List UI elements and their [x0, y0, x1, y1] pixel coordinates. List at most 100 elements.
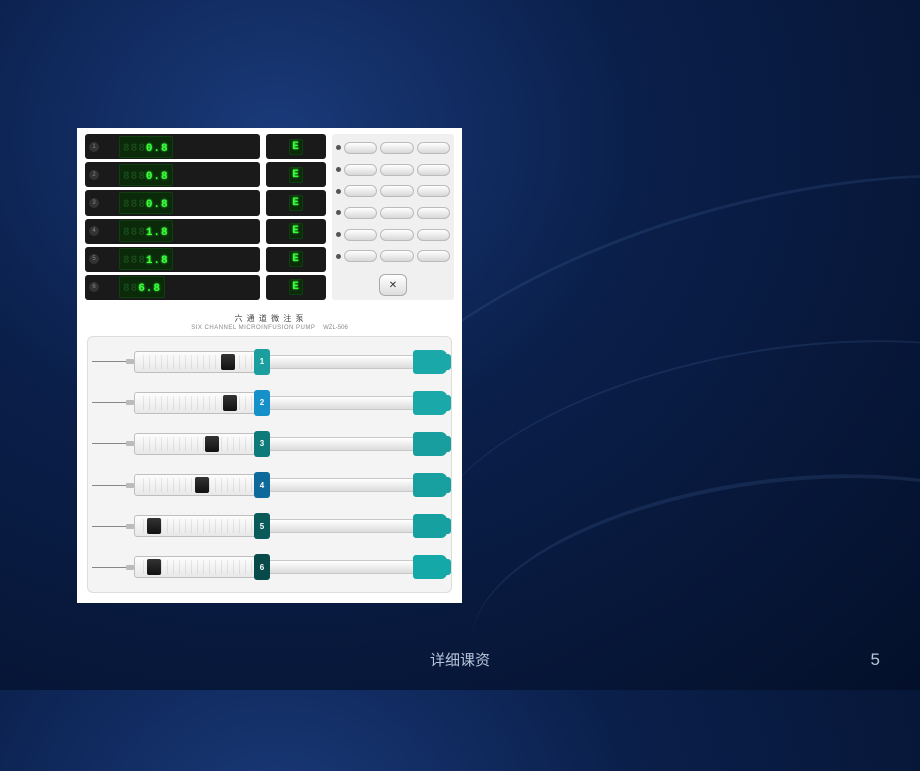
plunger-head [223, 395, 237, 411]
channel-tag: 1 [254, 349, 270, 375]
plunger-shaft [270, 437, 413, 451]
channel-button[interactable] [417, 164, 450, 176]
channel-button[interactable] [344, 229, 377, 241]
plunger-shaft [270, 355, 413, 369]
aux-lcd: E [289, 223, 303, 239]
channel-tag: 3 [254, 431, 270, 457]
control-panel: 1 8880.8 2 8880.8 38880.8 48881.8 5 8881.8 6 886.… [77, 128, 462, 306]
channel-tag: 5 [254, 513, 270, 539]
syringe-clamp[interactable] [413, 555, 447, 579]
aux-lcd: E [289, 195, 303, 211]
button-row [336, 160, 450, 180]
channel-button[interactable] [380, 207, 413, 219]
stop-button[interactable]: ✕ [379, 274, 407, 296]
channel-display: 5 8881.8 [85, 247, 260, 272]
syringe-bay: 六 通 道 微 注 泵 SIX CHANNEL MICROINFUSION PU… [77, 306, 462, 603]
aux-display-column: EEEEEE [266, 134, 326, 300]
syringe-needle [92, 485, 134, 486]
aux-lcd: E [289, 279, 303, 295]
aux-lcd: E [289, 167, 303, 183]
channel-button[interactable] [344, 185, 377, 197]
syringe-needle [92, 361, 134, 362]
channel-button[interactable] [344, 164, 377, 176]
syringe-clamp[interactable] [413, 514, 447, 538]
channel-tag: 6 [254, 554, 270, 580]
syringe-barrel [134, 392, 256, 414]
syringe-row: 1 [92, 343, 447, 380]
syringe-row: 3 [92, 425, 447, 462]
channel-display: 48881.8 [85, 219, 260, 244]
stop-icon: ✕ [389, 280, 397, 291]
channel-button[interactable] [380, 250, 413, 262]
aux-display: E [266, 162, 326, 187]
button-row [336, 138, 450, 158]
channel-button[interactable] [380, 142, 413, 154]
syringe-barrel [134, 351, 256, 373]
lcd-readout: 8881.8 [119, 248, 173, 270]
channel-button[interactable] [344, 142, 377, 154]
slide-footer: 详细课资 [430, 649, 490, 670]
aux-display: E [266, 134, 326, 159]
plunger-shaft [270, 396, 413, 410]
channel-number: 5 [89, 254, 99, 264]
syringe-needle [92, 567, 134, 568]
aux-lcd: E [289, 251, 303, 267]
aux-lcd: E [289, 139, 303, 155]
barrel-graduations [138, 437, 252, 451]
button-row [336, 246, 450, 266]
page-number: 5 [871, 650, 880, 670]
infusion-pump-device: 1 8880.8 2 8880.8 38880.8 48881.8 5 8881.8 6 886.… [77, 128, 462, 603]
syringe-area: 1 2 3 4 5 6 [87, 336, 452, 593]
syringe-row: 5 [92, 508, 447, 545]
channel-number: 1 [89, 142, 99, 152]
channel-button[interactable] [417, 142, 450, 154]
channel-button[interactable] [417, 207, 450, 219]
channel-button[interactable] [380, 164, 413, 176]
plunger-shaft [270, 478, 413, 492]
channel-number: 3 [89, 198, 99, 208]
channel-button[interactable] [344, 207, 377, 219]
button-row [336, 181, 450, 201]
aux-display: E [266, 247, 326, 272]
syringe-clamp[interactable] [413, 350, 447, 374]
device-title-cn: 六 通 道 微 注 泵 [87, 314, 452, 324]
device-model: WZL-506 [323, 325, 348, 331]
aux-display: E [266, 275, 326, 300]
channel-number: 6 [89, 282, 99, 292]
aux-display: E [266, 190, 326, 215]
syringe-clamp[interactable] [413, 432, 447, 456]
channel-button[interactable] [417, 229, 450, 241]
syringe-clamp[interactable] [413, 473, 447, 497]
syringe-row: 2 [92, 384, 447, 421]
channel-button[interactable] [380, 185, 413, 197]
syringe-needle [92, 443, 134, 444]
syringe-barrel [134, 433, 256, 455]
syringe-barrel [134, 515, 256, 537]
plunger-shaft [270, 519, 413, 533]
channel-number: 2 [89, 170, 99, 180]
channel-display: 6 886.8 [85, 275, 260, 300]
lcd-readout: 8880.8 [119, 136, 173, 158]
plunger-head [195, 477, 209, 493]
status-led [336, 189, 341, 194]
syringe-needle [92, 526, 134, 527]
channel-tag: 4 [254, 472, 270, 498]
plunger-head [205, 436, 219, 452]
syringe-row: 6 [92, 549, 447, 586]
syringe-needle [92, 402, 134, 403]
channel-button[interactable] [417, 185, 450, 197]
status-led [336, 145, 341, 150]
syringe-clamp[interactable] [413, 391, 447, 415]
status-led [336, 254, 341, 259]
syringe-row: 4 [92, 467, 447, 504]
status-led [336, 232, 341, 237]
channel-button[interactable] [380, 229, 413, 241]
plunger-head [147, 559, 161, 575]
lcd-readout: 8880.8 [119, 164, 173, 186]
aux-display: E [266, 219, 326, 244]
channel-display: 38880.8 [85, 190, 260, 215]
channel-button[interactable] [344, 250, 377, 262]
channel-button[interactable] [417, 250, 450, 262]
lcd-readout: 886.8 [119, 276, 165, 298]
button-row [336, 225, 450, 245]
